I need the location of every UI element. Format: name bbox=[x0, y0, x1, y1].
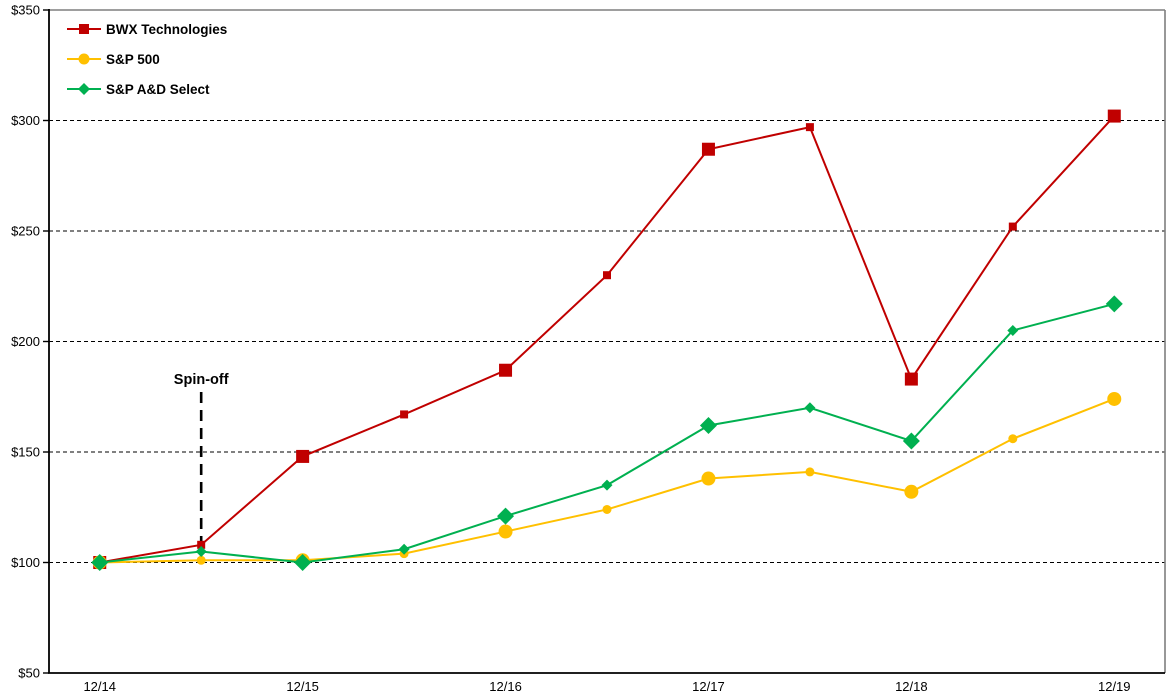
x-axis-tick-label: 12/15 bbox=[286, 679, 319, 694]
series-s-p-a-d-select bbox=[91, 295, 1123, 571]
data-point-circle bbox=[498, 524, 513, 539]
x-axis-tick-label: 12/19 bbox=[1098, 679, 1131, 694]
data-point-circle bbox=[602, 504, 612, 514]
data-point-diamond bbox=[294, 554, 312, 571]
data-point-circle bbox=[196, 555, 206, 565]
data-point-circle bbox=[78, 53, 90, 65]
y-axis-tick-label: $50 bbox=[18, 666, 40, 681]
data-point-square bbox=[904, 372, 918, 386]
data-point-circle bbox=[1008, 434, 1018, 444]
data-point-diamond bbox=[497, 507, 515, 525]
y-axis-tick-label: $200 bbox=[11, 334, 40, 349]
data-point-square bbox=[197, 540, 206, 549]
y-axis-tick-label: $350 bbox=[11, 3, 40, 18]
data-point-square bbox=[400, 410, 409, 419]
y-axis-tick-label: $300 bbox=[11, 113, 40, 128]
data-point-circle bbox=[701, 471, 716, 486]
data-point-square bbox=[296, 449, 310, 463]
data-point-square bbox=[499, 363, 513, 377]
legend-label: S&P 500 bbox=[106, 51, 160, 67]
x-axis-tick-label: 12/18 bbox=[895, 679, 928, 694]
data-point-diamond bbox=[398, 543, 410, 555]
series-line bbox=[99, 302, 1115, 564]
legend-circle-marker-icon bbox=[67, 53, 101, 65]
data-point-square bbox=[701, 142, 715, 156]
legend-diamond-marker-icon bbox=[67, 83, 101, 95]
data-point-diamond bbox=[1105, 295, 1123, 313]
series-line bbox=[99, 115, 1116, 564]
data-point-diamond bbox=[699, 416, 717, 434]
legend-label: S&P A&D Select bbox=[106, 81, 210, 97]
data-point-circle bbox=[904, 484, 919, 499]
x-axis-tick-label: 12/17 bbox=[692, 679, 725, 694]
data-point-circle bbox=[805, 467, 815, 477]
legend-item-sp500: S&P 500 bbox=[66, 44, 227, 74]
data-point-square bbox=[603, 271, 611, 280]
x-axis-tick-label: 12/16 bbox=[489, 679, 522, 694]
series-bwx-technologies bbox=[93, 109, 1121, 569]
y-axis-tick-label: $150 bbox=[11, 445, 40, 460]
data-point-diamond bbox=[804, 402, 816, 414]
legend-item-bwx-technologies: BWX Technologies bbox=[66, 14, 227, 44]
chart-legend: BWX Technologies S&P 500 S&P A&D Select bbox=[66, 14, 227, 104]
y-axis-tick-label: $100 bbox=[11, 555, 40, 570]
x-axis-tick-label: 12/14 bbox=[83, 679, 116, 694]
legend-item-sp-ad-select: S&P A&D Select bbox=[66, 74, 227, 104]
data-point-square bbox=[79, 24, 89, 34]
data-point-diamond bbox=[195, 545, 207, 557]
data-point-diamond bbox=[1007, 324, 1019, 336]
data-point-diamond bbox=[78, 83, 90, 95]
data-point-square bbox=[1008, 222, 1017, 231]
data-point-square bbox=[1107, 109, 1121, 123]
data-point-circle bbox=[1107, 391, 1122, 406]
legend-square-marker-icon bbox=[67, 24, 101, 34]
data-point-diamond bbox=[601, 479, 613, 491]
spin-off-annotation-label: Spin-off bbox=[174, 372, 229, 388]
data-point-square bbox=[805, 123, 814, 132]
data-point-diamond bbox=[902, 432, 920, 450]
legend-label: BWX Technologies bbox=[106, 21, 228, 37]
y-axis-tick-label: $250 bbox=[11, 224, 40, 239]
data-point-diamond bbox=[91, 554, 109, 571]
